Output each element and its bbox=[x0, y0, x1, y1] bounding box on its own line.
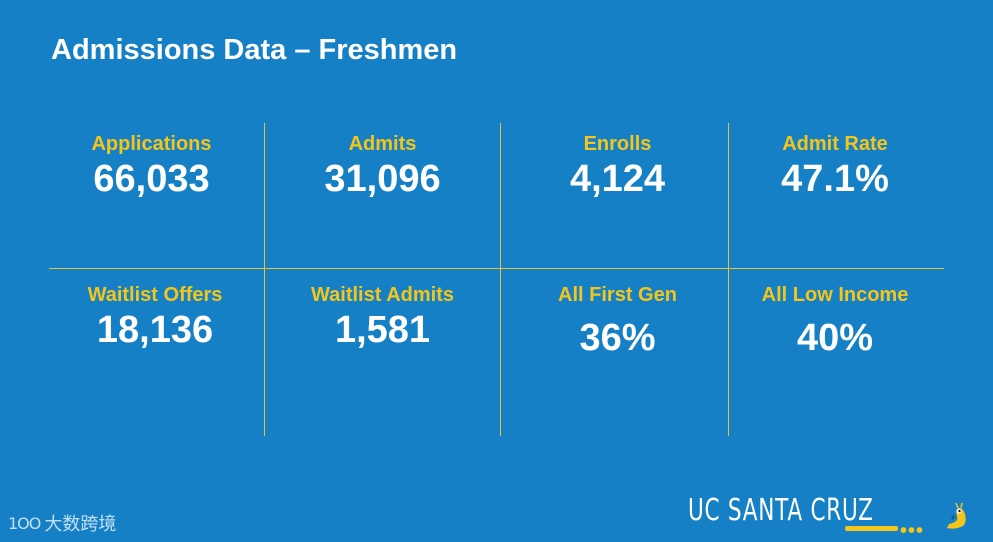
stat-value: 1,581 bbox=[334, 309, 431, 351]
watermark-logo: 1OO bbox=[8, 513, 41, 533]
stat-label: Admit Rate bbox=[782, 133, 888, 155]
stat-label: All First Gen bbox=[558, 284, 677, 306]
stat-value: 4,124 bbox=[569, 158, 666, 200]
slug-mascot-icon bbox=[947, 502, 966, 529]
stat-admit-rate: Admit Rate 47.1% bbox=[735, 133, 935, 201]
grid-divider bbox=[49, 268, 944, 269]
slide-title: Admissions Data – Freshmen bbox=[51, 34, 458, 66]
stat-value: 40% bbox=[796, 317, 874, 359]
stat-label: Admits bbox=[348, 133, 417, 155]
stats-grid: Applications 66,033 Admits 31,096 Enroll… bbox=[49, 123, 944, 436]
stat-value: 47.1% bbox=[781, 158, 889, 200]
stat-value: 66,033 bbox=[93, 158, 210, 200]
stat-applications: Applications 66,033 bbox=[49, 133, 254, 201]
stat-label: Enrolls bbox=[583, 133, 652, 155]
brand-dots: ••• bbox=[900, 520, 925, 542]
grid-divider bbox=[264, 123, 265, 436]
watermark-text: 大数跨境 bbox=[44, 514, 117, 534]
grid-divider bbox=[500, 123, 501, 436]
stat-enrolls: Enrolls 4,124 bbox=[520, 133, 715, 201]
stat-all-low-income: All Low Income 40% bbox=[735, 284, 935, 360]
uc-santa-cruz-logo: UC SANTA CRUZ ••• bbox=[688, 493, 966, 542]
stat-value: 36% bbox=[579, 317, 656, 359]
stat-label: All Low Income bbox=[761, 284, 909, 306]
stat-label: Applications bbox=[91, 133, 212, 155]
stat-admits: Admits 31,096 bbox=[285, 133, 480, 201]
stat-waitlist-offers: Waitlist Offers 18,136 bbox=[49, 284, 261, 352]
brand-underline bbox=[845, 526, 898, 531]
stat-all-first-gen: All First Gen 36% bbox=[520, 284, 715, 360]
stat-waitlist-admits: Waitlist Admits 1,581 bbox=[285, 284, 480, 352]
stat-label: Waitlist Offers bbox=[87, 284, 223, 306]
stat-value: 18,136 bbox=[96, 309, 214, 351]
brand-name: UC SANTA CRUZ bbox=[688, 493, 874, 528]
stat-label: Waitlist Admits bbox=[311, 284, 454, 306]
stat-value: 31,096 bbox=[324, 158, 441, 200]
watermark: 1OO 大数跨境 bbox=[8, 510, 116, 536]
grid-divider bbox=[728, 123, 729, 436]
